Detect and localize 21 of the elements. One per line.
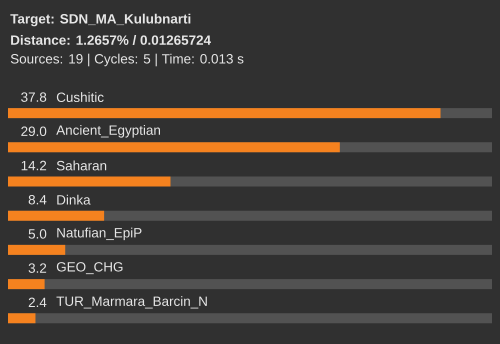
- bar: [8, 279, 45, 290]
- y-tick-label: GEO_CHG: [56, 262, 122, 274]
- y-tick-label: Cushitic: [56, 92, 104, 102]
- chart-title: Target: SDN_MA_Kulubnarti: [10, 14, 190, 26]
- data-label: 3.2: [28, 263, 46, 273]
- y-tick-label: Saharan: [56, 160, 106, 170]
- y-tick-label: TUR_Marmara_Barcin_N: [56, 296, 207, 309]
- data-label: 29.0: [21, 126, 46, 136]
- y-tick-label: Natufian_EpiP: [57, 228, 142, 240]
- source-note: Sources: 19 | Cycles: 5 | Time: 0.013 s: [10, 54, 244, 66]
- data-label: 8.4: [28, 194, 46, 204]
- bar: [8, 210, 104, 221]
- data-label: 37.8: [21, 92, 46, 102]
- bar: [8, 313, 36, 324]
- data-label: 2.4: [28, 298, 46, 307]
- bar: [8, 244, 66, 255]
- data-label: 14.2: [22, 160, 46, 170]
- y-tick-label: Dinka: [57, 194, 91, 205]
- chart-subtitle: Distance: 1.2657% / 0.01265724: [11, 34, 211, 45]
- data-label: 5.0: [28, 229, 46, 239]
- y-tick-label: Ancient_Egyptian: [56, 125, 160, 138]
